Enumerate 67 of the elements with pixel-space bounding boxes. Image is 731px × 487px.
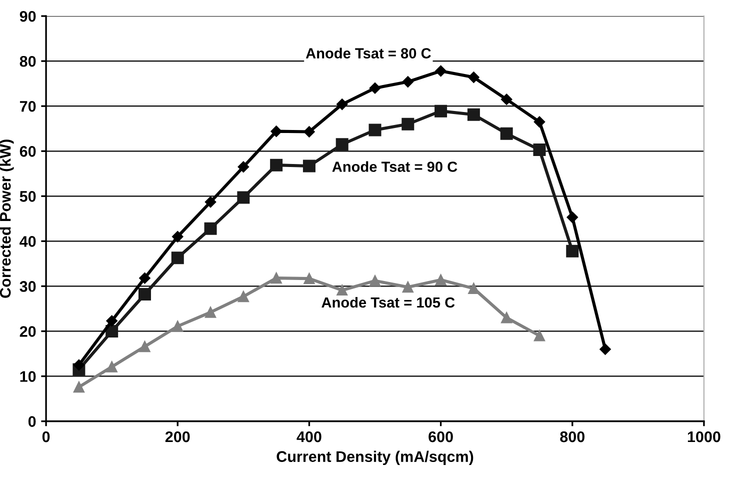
- point: [533, 144, 546, 156]
- point: [302, 160, 316, 172]
- series-label: Anode Tsat = 80 C: [306, 48, 431, 58]
- point: [270, 126, 282, 137]
- point: [304, 126, 315, 138]
- point: [534, 330, 546, 342]
- y-tick-label: 40: [20, 236, 36, 247]
- point: [204, 306, 216, 318]
- point: [172, 320, 184, 332]
- point: [402, 118, 414, 130]
- point: [402, 282, 414, 293]
- point: [171, 252, 184, 264]
- point: [402, 76, 414, 88]
- point: [600, 344, 611, 355]
- series-label: Anode Tsat = 105 C: [322, 296, 455, 308]
- point: [566, 212, 578, 223]
- point: [534, 116, 546, 128]
- y-tick-label: 30: [20, 281, 36, 292]
- point: [468, 282, 480, 294]
- point: [368, 124, 382, 136]
- point: [73, 381, 85, 393]
- point: [270, 272, 282, 284]
- point: [336, 284, 348, 296]
- point: [468, 72, 480, 83]
- x-tick-label: 1000: [688, 431, 720, 442]
- point: [139, 272, 150, 284]
- point: [139, 340, 150, 352]
- x-tick-label: 0: [42, 431, 50, 442]
- y-tick-label: 80: [20, 56, 36, 67]
- point: [204, 196, 216, 208]
- point: [238, 290, 249, 302]
- y-tick-label: 20: [20, 326, 36, 337]
- point: [369, 82, 381, 94]
- y-tick-label: 10: [20, 371, 36, 382]
- y-tick-label: 0: [28, 416, 36, 427]
- x-tick-label: 400: [296, 431, 322, 442]
- point: [336, 138, 348, 151]
- point: [435, 65, 446, 77]
- point: [566, 244, 579, 258]
- y-tick-label: 60: [20, 146, 36, 157]
- point: [369, 275, 381, 286]
- point: [237, 191, 250, 204]
- point: [501, 312, 512, 324]
- point: [106, 361, 118, 372]
- point: [106, 315, 118, 326]
- point: [304, 272, 315, 284]
- point: [435, 274, 446, 286]
- point: [500, 94, 512, 105]
- x-tick-label: 200: [165, 431, 190, 442]
- x-tick-label: 800: [560, 431, 584, 442]
- point: [270, 158, 283, 172]
- y-tick-label: 50: [20, 191, 36, 202]
- y-tick-label: 90: [20, 10, 36, 22]
- point: [434, 104, 448, 118]
- series-label: Anode Tsat = 90 C: [332, 161, 458, 172]
- x-axis-title: Current Density (mA/sqcm): [276, 450, 474, 466]
- point: [73, 359, 85, 371]
- y-tick-label: 70: [20, 100, 36, 112]
- x-tick-label: 600: [428, 431, 453, 442]
- point: [204, 222, 217, 235]
- point: [467, 108, 480, 121]
- point: [172, 231, 184, 242]
- point: [238, 161, 250, 172]
- point: [500, 127, 513, 140]
- point: [336, 98, 348, 110]
- y-axis-title: Corrected Power (kW): [0, 140, 14, 298]
- point: [138, 288, 151, 301]
